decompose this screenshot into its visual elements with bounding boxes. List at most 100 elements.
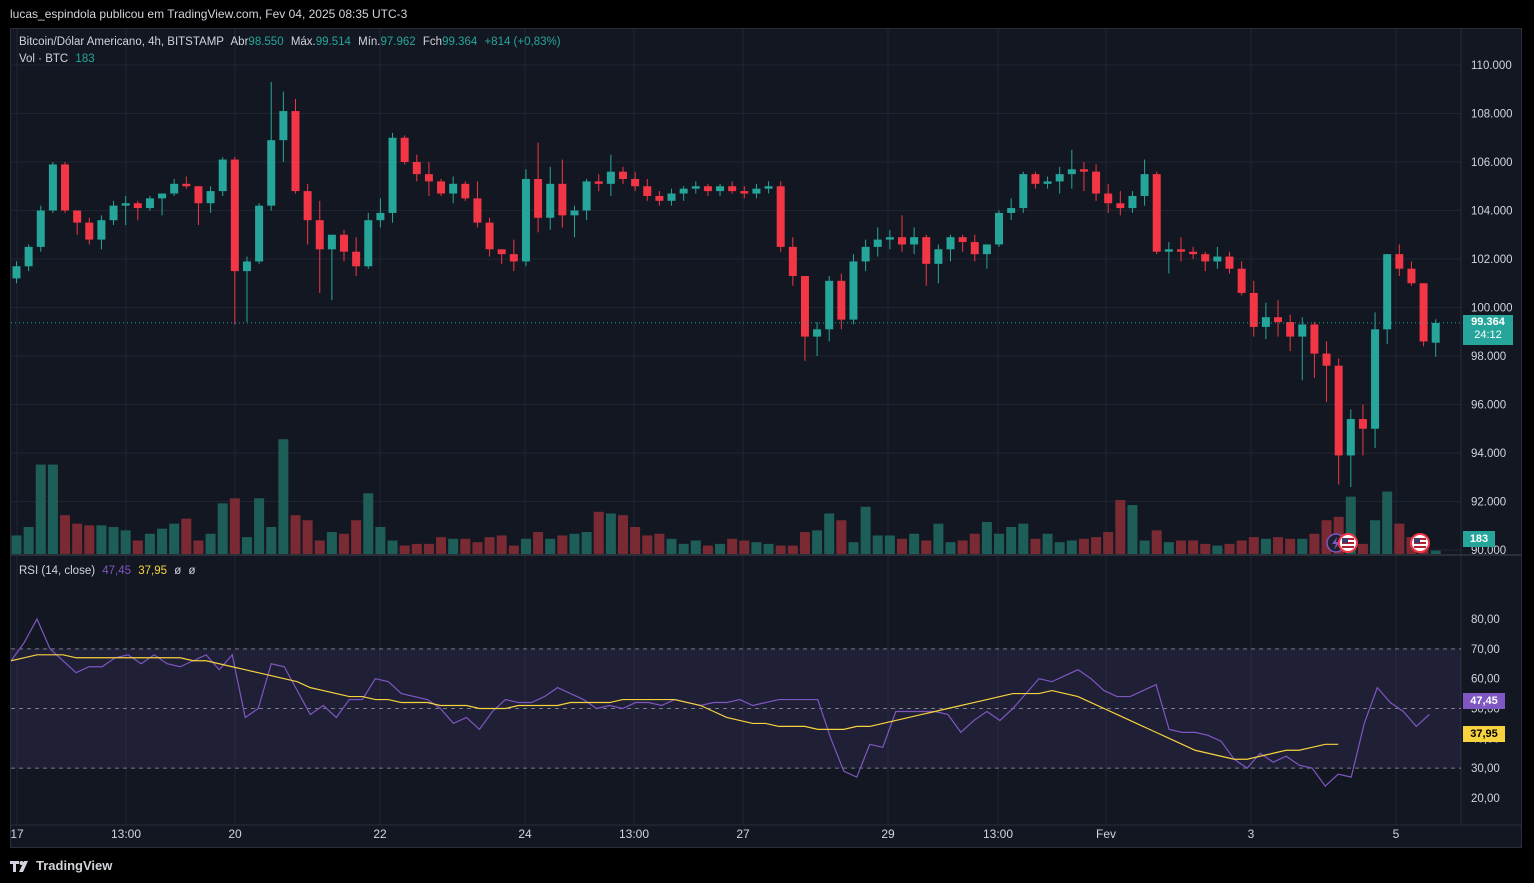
volume-bar bbox=[290, 515, 301, 554]
candle-body bbox=[970, 242, 979, 255]
rsi-axis-label: 30,00 bbox=[1471, 763, 1500, 775]
rsi-na-2: ø bbox=[188, 565, 196, 577]
rsi-na-1: ø bbox=[174, 565, 182, 577]
volume-bar bbox=[60, 515, 71, 554]
candle-body bbox=[388, 137, 397, 213]
volume-bar bbox=[545, 538, 556, 554]
volume-bar bbox=[1321, 520, 1332, 554]
candle-body bbox=[1322, 353, 1331, 366]
volume-bar bbox=[351, 520, 362, 554]
volume-bar bbox=[763, 543, 774, 554]
candle-body bbox=[133, 203, 142, 209]
rsi-axis-label: 70,00 bbox=[1471, 644, 1500, 656]
volume-bar bbox=[872, 535, 883, 554]
symbol-title[interactable]: Bitcoin/Dólar Americano, 4h, BITSTAMP bbox=[19, 36, 224, 48]
volume-bar bbox=[994, 533, 1005, 554]
volume-bar bbox=[460, 538, 471, 554]
time-axis-label: 20 bbox=[228, 827, 242, 841]
volume-bar bbox=[799, 532, 810, 554]
volume-bar bbox=[217, 503, 228, 554]
candle-body bbox=[1298, 324, 1307, 337]
volume-bar bbox=[496, 535, 507, 554]
volume-bar bbox=[1030, 538, 1041, 554]
rsi-line bbox=[11, 617, 1430, 787]
candle-body bbox=[825, 280, 834, 330]
volume-bar bbox=[945, 542, 956, 554]
volume-bar bbox=[921, 540, 932, 554]
volume-bar bbox=[254, 498, 265, 554]
candle-body bbox=[1152, 174, 1161, 252]
candle-body bbox=[752, 188, 761, 194]
rsi-axis-label: 60,00 bbox=[1471, 674, 1500, 686]
chart-frame[interactable]: 110.000 108.000 106.000 104.000 102.000 100.0… bbox=[10, 28, 1522, 848]
volume-bar bbox=[448, 538, 459, 554]
volume-bar bbox=[909, 533, 920, 554]
candle-body bbox=[242, 261, 251, 272]
volume-label[interactable]: Vol · BTC bbox=[19, 53, 69, 65]
time-axis-label: 22 bbox=[373, 827, 387, 841]
candle-body bbox=[279, 111, 288, 141]
candle-body bbox=[1310, 324, 1319, 354]
close-value: 99.364 bbox=[442, 36, 478, 48]
volume-bar bbox=[339, 533, 350, 554]
volume-bar bbox=[848, 542, 859, 554]
candle-body bbox=[400, 137, 409, 162]
candle-body bbox=[716, 186, 725, 192]
volume-bar bbox=[751, 542, 762, 554]
volume-bar bbox=[484, 537, 495, 554]
candle-body bbox=[1164, 249, 1173, 252]
footer-brand[interactable]: TradingView bbox=[36, 858, 113, 873]
current-price: 99.364 bbox=[1471, 316, 1505, 328]
candle-body bbox=[1407, 268, 1416, 284]
volume-bar bbox=[1115, 500, 1126, 554]
close-label: Fch bbox=[422, 36, 443, 48]
candle-body bbox=[910, 237, 919, 245]
candle-body bbox=[1067, 169, 1076, 175]
candle-body bbox=[485, 222, 494, 250]
price-axis-label: 104.000 bbox=[1471, 206, 1513, 218]
price-axis-label: 96.000 bbox=[1471, 400, 1506, 412]
volume-bar bbox=[739, 540, 750, 554]
open-label: Abr bbox=[230, 36, 249, 48]
candle-body bbox=[340, 234, 349, 252]
candle-body bbox=[837, 280, 846, 320]
candle-body bbox=[85, 222, 94, 240]
volume-bar bbox=[169, 523, 180, 554]
open-value: 98.550 bbox=[248, 36, 284, 48]
low-value: 97.962 bbox=[380, 36, 416, 48]
volume-bar bbox=[193, 540, 204, 554]
candle-body bbox=[1019, 174, 1028, 209]
candle-body bbox=[412, 162, 421, 175]
volume-bar bbox=[1248, 537, 1259, 554]
candle-body bbox=[1043, 181, 1052, 184]
candle-body bbox=[206, 191, 215, 204]
volume-bar bbox=[569, 533, 580, 554]
main-legend: Bitcoin/Dólar Americano, 4h, BITSTAMP Ab… bbox=[19, 36, 565, 48]
candle-body bbox=[1334, 365, 1343, 456]
candle-body bbox=[1395, 254, 1404, 269]
candle-body bbox=[303, 191, 312, 221]
candle-body bbox=[958, 237, 967, 243]
volume-bar bbox=[933, 523, 944, 554]
volume-bar bbox=[302, 520, 313, 554]
volume-bar bbox=[1212, 545, 1223, 554]
candle-body bbox=[897, 237, 906, 245]
rsi-label[interactable]: RSI (14, close) bbox=[19, 565, 96, 577]
candle-body bbox=[1371, 329, 1380, 429]
volume-bar bbox=[836, 520, 847, 554]
publish-header: lucas_espindola publicou em TradingView.… bbox=[0, 0, 1534, 28]
high-label: Máx. bbox=[290, 36, 316, 48]
candle-body bbox=[509, 254, 518, 262]
candle-body bbox=[740, 191, 749, 194]
chart-canvas[interactable]: 110.000 108.000 106.000 104.000 102.000 100.0… bbox=[11, 29, 1522, 848]
high-value: 99.514 bbox=[315, 36, 351, 48]
price-axis-label: 102.000 bbox=[1471, 254, 1513, 266]
rsi-axis-label: 80,00 bbox=[1471, 614, 1500, 626]
low-label: Mín. bbox=[358, 36, 381, 48]
volume-bar bbox=[884, 535, 895, 554]
us-flag-icon-canton bbox=[1414, 538, 1420, 543]
candle-body bbox=[764, 186, 773, 189]
candle-body bbox=[813, 329, 822, 337]
volume-bar bbox=[1091, 537, 1102, 554]
volume-bar bbox=[1236, 540, 1247, 554]
